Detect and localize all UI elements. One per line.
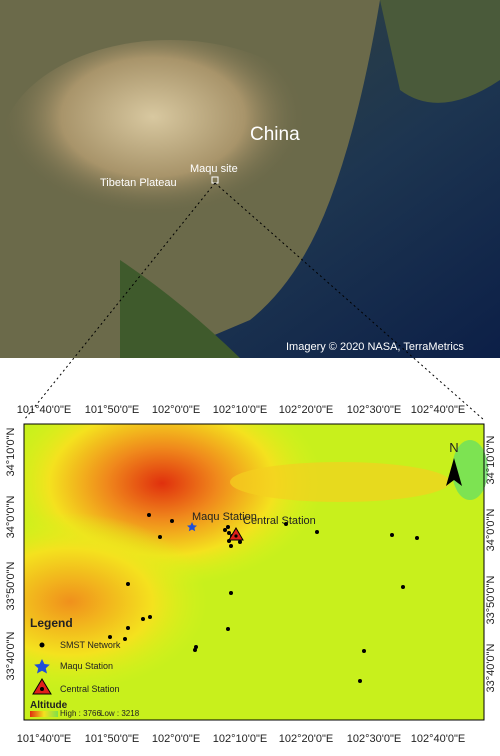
central-dot xyxy=(234,534,238,538)
station-dot xyxy=(390,533,394,537)
bottom-tick-label: 102°10'0"E xyxy=(213,733,267,745)
station-dot xyxy=(223,528,227,532)
top-tick-label: 102°10'0"E xyxy=(213,404,267,416)
legend-triangle xyxy=(32,678,52,695)
top-tick-label: 102°40'0"E xyxy=(411,404,465,416)
station-dot xyxy=(284,522,288,526)
altitude-title: Altitude xyxy=(30,700,68,711)
maqu-label: Maqu Station xyxy=(192,511,257,523)
land xyxy=(120,260,240,358)
land xyxy=(380,0,500,103)
maqu-star xyxy=(187,522,197,532)
bottom-tick-label: 102°0'0"E xyxy=(152,733,200,745)
top-tick-label: 102°0'0"E xyxy=(152,404,200,416)
elevation-map xyxy=(23,423,488,721)
plateau-area xyxy=(0,40,340,260)
left-tick-label: 33°50'0"N xyxy=(5,561,17,610)
station-dot xyxy=(147,513,151,517)
station-dot xyxy=(238,540,242,544)
station-dot xyxy=(415,536,419,540)
central-triangle xyxy=(228,527,244,541)
legend-title: Legend xyxy=(30,616,73,630)
left-tick-label: 34°0'0"N xyxy=(5,496,17,539)
altitude-low: Low : 3218 xyxy=(100,709,140,718)
map-frame xyxy=(23,423,485,721)
station-dot xyxy=(229,544,233,548)
north-arrow xyxy=(446,458,462,486)
station-dot xyxy=(193,648,197,652)
connector xyxy=(23,182,216,421)
station-dot xyxy=(126,626,130,630)
top-tick-label: 101°50'0"E xyxy=(85,404,139,416)
left-tick-label: 34°10'0"N xyxy=(5,427,17,476)
legend-label: SMST Network xyxy=(60,640,121,650)
bottom-tick-label: 101°40'0"E xyxy=(17,733,71,745)
central-label: Central Station xyxy=(243,515,316,527)
station-dot xyxy=(226,525,230,529)
station-dot xyxy=(158,535,162,539)
bottom-tick-label: 102°20'0"E xyxy=(279,733,333,745)
station-dot xyxy=(108,635,112,639)
station-dot xyxy=(227,531,231,535)
right-tick-label: 33°40'0"N xyxy=(485,643,497,692)
station-dot xyxy=(226,627,230,631)
station-dot xyxy=(362,649,366,653)
top-tick-label: 101°40'0"E xyxy=(17,404,71,416)
station-dot xyxy=(141,617,145,621)
right-tick-label: 33°50'0"N xyxy=(485,575,497,624)
right-tick-label: 34°0'0"N xyxy=(485,509,497,552)
plateau-label: Tibetan Plateau xyxy=(100,177,177,189)
station-dot xyxy=(401,585,405,589)
left-tick-label: 33°40'0"N xyxy=(5,631,17,680)
bottom-tick-label: 102°30'0"E xyxy=(347,733,401,745)
right-tick-label: 34°10'0"N xyxy=(485,435,497,484)
legend-dot xyxy=(39,642,45,648)
top-tick-label: 102°30'0"E xyxy=(347,404,401,416)
station-dot xyxy=(126,582,130,586)
altitude-high: High : 3766 xyxy=(60,709,101,718)
credit: Imagery © 2020 NASA, TerraMetrics xyxy=(286,341,464,353)
north-label: N xyxy=(449,440,458,455)
bottom-tick-label: 102°40'0"E xyxy=(411,733,465,745)
station-dot xyxy=(358,679,362,683)
country-label: China xyxy=(250,124,300,145)
top-tick-label: 102°20'0"E xyxy=(279,404,333,416)
relief xyxy=(230,462,450,502)
station-dot xyxy=(123,637,127,641)
legend-star xyxy=(34,659,50,674)
station-dot xyxy=(229,591,233,595)
legend-dot xyxy=(40,687,44,691)
altitude-ramp xyxy=(30,711,58,717)
station-dot xyxy=(170,519,174,523)
site-label: Maqu site xyxy=(190,163,238,175)
bottom-tick-label: 101°50'0"E xyxy=(85,733,139,745)
legend-label: Central Station xyxy=(60,684,120,694)
station-dot xyxy=(148,615,152,619)
station-dot xyxy=(315,530,319,534)
legend-label: Maqu Station xyxy=(60,661,113,671)
